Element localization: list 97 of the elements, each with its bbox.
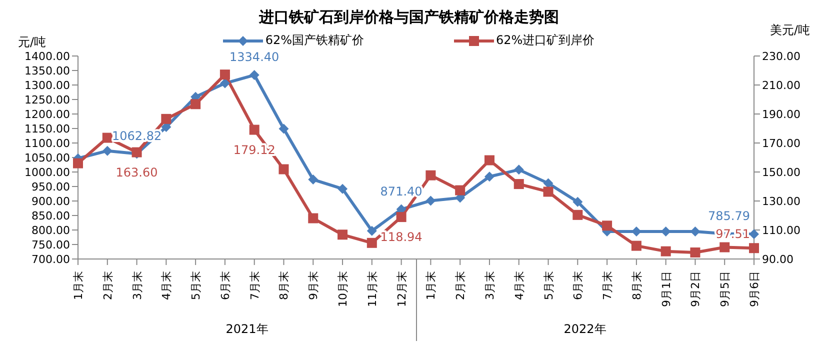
x-tick-label: 1月末 (72, 271, 85, 300)
y2-tick-label: 210.00 (762, 78, 800, 92)
y-tick-label: 850.00 (32, 209, 70, 222)
point (249, 124, 260, 135)
point (514, 179, 524, 190)
x-tick-label: 9月5日 (718, 271, 732, 307)
point (426, 196, 436, 206)
point (396, 212, 406, 222)
x-tick-label: 5月末 (190, 271, 203, 300)
point (73, 158, 83, 168)
x-tick-label: 10月末 (336, 271, 350, 307)
y2-axis-title: 美元/吨 (770, 22, 810, 39)
y-tick-label: 750.00 (32, 238, 70, 252)
x-tick-label: 2月末 (454, 271, 468, 300)
y-tick-label: 1100.00 (24, 136, 70, 150)
y2-tick-label: 90.00 (762, 252, 794, 266)
point (484, 172, 494, 182)
point (514, 164, 524, 175)
y-tick-label: 1150.00 (24, 122, 70, 136)
x-tick-label: 8月末 (278, 271, 291, 300)
point (631, 240, 642, 251)
point (690, 247, 700, 258)
point (366, 226, 377, 236)
x-tick-label: 9月1日 (660, 271, 673, 307)
point (102, 132, 112, 143)
data-label: 163.60 (116, 165, 158, 180)
point (278, 164, 289, 174)
point (455, 185, 466, 196)
point (720, 242, 730, 252)
y-tick-label: 1200.00 (24, 108, 70, 121)
point (543, 186, 554, 197)
point (102, 146, 112, 156)
x-tick-label: 12月末 (395, 271, 408, 307)
y2-tick-label: 190.00 (762, 108, 800, 121)
point (572, 210, 583, 220)
y-tick-label: 1350.00 (24, 64, 70, 78)
legend-label: 62%国产铁精矿价 (264, 32, 364, 49)
point (308, 174, 318, 185)
text: 2021年 (224, 321, 270, 338)
x-tick-label: 6月末 (218, 271, 232, 300)
y-tick-label: 950.00 (32, 180, 70, 194)
y2-tick-label: 150.00 (762, 166, 800, 179)
x-tick-label: 9月末 (307, 271, 320, 300)
x-tick-label: 4月末 (160, 271, 174, 300)
x-tick-label: 11月末 (366, 271, 379, 307)
y2-tick-label: 130.00 (762, 194, 800, 208)
x-tick-label: 4月末 (512, 271, 526, 300)
x-tick-label: 9月6日 (748, 271, 761, 307)
point (484, 155, 494, 166)
x-tick-label: 3月末 (483, 271, 496, 300)
point (220, 70, 230, 80)
x-tick-label: 6月末 (572, 271, 585, 300)
point (749, 229, 759, 240)
point (338, 184, 348, 194)
point (660, 226, 671, 236)
point (543, 178, 554, 188)
data-label: 1334.40 (230, 50, 280, 64)
point (220, 78, 230, 88)
point (338, 230, 348, 240)
point (602, 220, 612, 231)
y2-tick-label: 230.00 (762, 50, 800, 63)
point (690, 226, 700, 236)
point (161, 122, 172, 132)
x-tick-label: 5月末 (542, 271, 556, 300)
point (278, 124, 289, 134)
x-tick-label: 7月末 (601, 271, 614, 300)
y-tick-label: 900.00 (32, 194, 70, 208)
data-label: 118.94 (380, 230, 422, 244)
data-label: 785.79 (708, 209, 750, 224)
point (366, 238, 377, 248)
point (749, 243, 759, 254)
x-tick-label: 7月末 (248, 271, 262, 300)
point (572, 196, 583, 207)
point (426, 170, 436, 180)
x-tick-label: 2月末 (101, 271, 114, 300)
text: 2022年 (562, 321, 608, 338)
y2-tick-label: 110.00 (762, 224, 800, 237)
y-tick-label: 1400.00 (24, 50, 70, 63)
point (308, 213, 318, 224)
point (660, 246, 671, 256)
x-tick-label: 1月末 (424, 271, 438, 300)
point (190, 99, 201, 110)
y-tick-label: 1050.00 (24, 151, 70, 164)
y-tick-label: 1000.00 (24, 166, 70, 179)
x-tick-label: 3月末 (130, 271, 144, 300)
y-tick-label: 1300.00 (24, 78, 70, 92)
y-tick-label: 800.00 (32, 224, 70, 237)
y-tick-label: 700.00 (32, 252, 70, 266)
legend-label: 62%进口矿到岸价 (495, 32, 595, 49)
x-tick-label: 8月末 (630, 271, 644, 300)
x-tick-label: 9月2日 (689, 271, 702, 307)
y-tick-label: 1250.00 (24, 93, 70, 106)
y2-tick-label: 170.00 (762, 136, 800, 150)
y-axis-title: 元/吨 (18, 34, 46, 51)
point (249, 70, 260, 80)
chart-title: 进口铁矿石到岸价格与国产铁精矿价格走势图 (259, 8, 559, 26)
point (161, 114, 172, 124)
